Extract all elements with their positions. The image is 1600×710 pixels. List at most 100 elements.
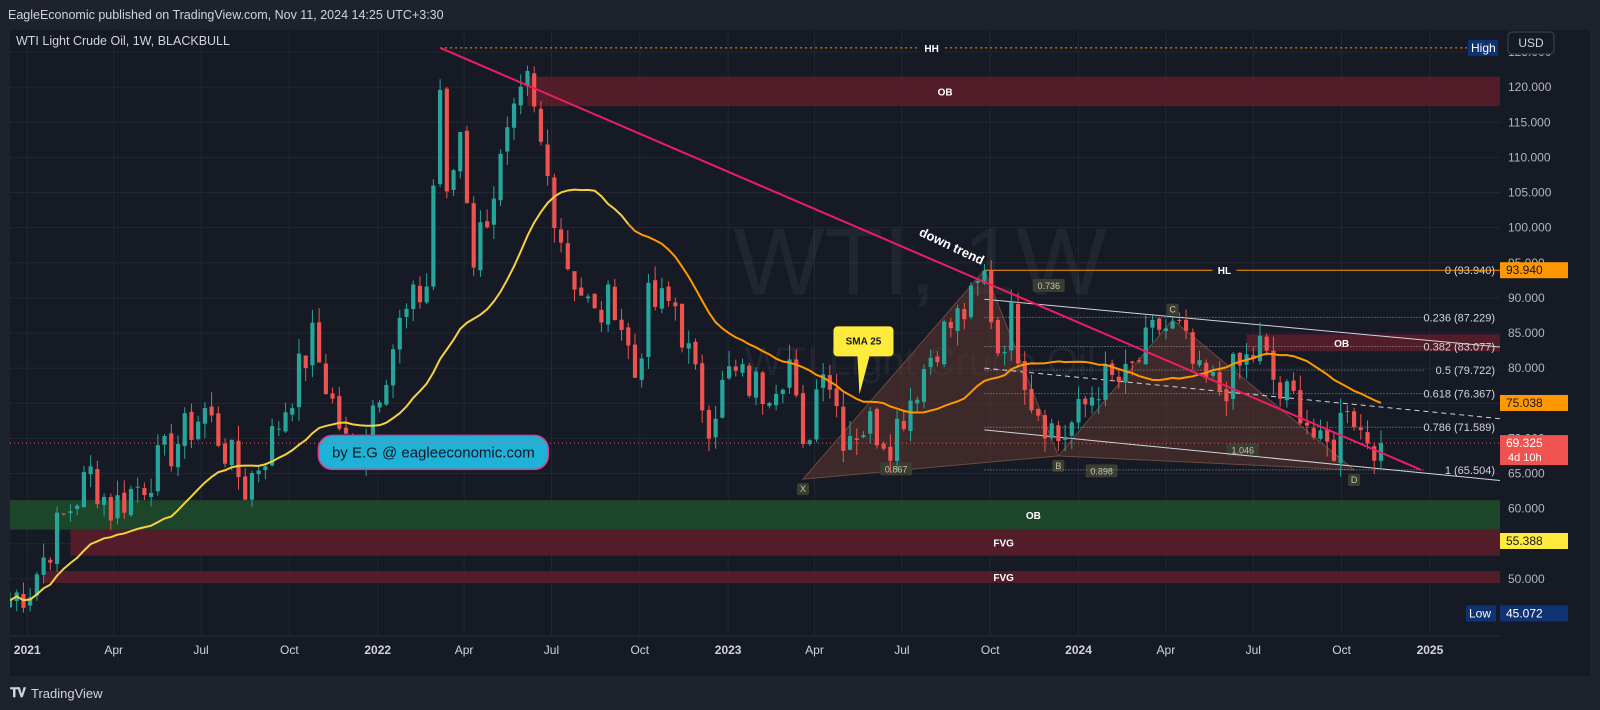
candle-body (1170, 321, 1175, 329)
candle-body (760, 372, 765, 405)
candle (1217, 360, 1222, 397)
candle (209, 392, 214, 423)
candle-body (438, 89, 443, 185)
candle (1224, 381, 1229, 417)
candle-body (1338, 412, 1343, 464)
candle-body (666, 286, 671, 301)
candle (1042, 409, 1048, 452)
candle-body (720, 379, 725, 418)
candle (861, 431, 866, 439)
symbol-title: WTI Light Crude Oil, 1W, BLACKBULL (16, 34, 230, 48)
candle-body (807, 440, 812, 445)
zone-ob (527, 76, 1500, 107)
candle-body (733, 366, 738, 371)
candle-body (458, 132, 463, 172)
candle (928, 349, 933, 375)
chart-area[interactable]: WTI, 1W WTI Light Crude Oil OB OB FVG FVG OB X B… (10, 30, 1590, 676)
plot-background (10, 30, 1590, 676)
candle (54, 506, 60, 572)
candle (108, 493, 113, 531)
candle-body (1190, 332, 1195, 364)
candle-body (552, 177, 557, 228)
price-tick-label: 85.000 (1508, 326, 1545, 340)
candle-body (155, 445, 160, 492)
candle (1076, 386, 1081, 429)
price-tick-label: 65.000 (1508, 466, 1545, 480)
candle (915, 396, 920, 413)
candle (81, 466, 87, 508)
zone-ob (10, 500, 1500, 530)
candle (632, 333, 638, 379)
candle-body (821, 374, 826, 388)
candle-body (1372, 446, 1377, 461)
candle (75, 504, 80, 516)
candle-body (1103, 364, 1108, 400)
zone-label: OB (938, 87, 953, 98)
candle (1150, 315, 1155, 343)
candle (740, 358, 745, 377)
fib-label: 0.786 (71.589) (1423, 422, 1495, 434)
candle (518, 74, 523, 115)
candle (666, 281, 671, 307)
candle (135, 477, 140, 503)
candle (1009, 289, 1014, 362)
candle-body (800, 393, 806, 444)
candle-body (1358, 427, 1363, 431)
candle (330, 387, 335, 404)
candle-body (1036, 408, 1041, 416)
candle-body (1076, 399, 1081, 423)
candle (1257, 322, 1263, 365)
candle-body (881, 443, 886, 449)
candle-body (558, 229, 564, 243)
candle-body (256, 470, 261, 475)
candle (558, 218, 564, 253)
harmonic-point-label: X (800, 484, 806, 494)
candle (162, 433, 167, 456)
candle (1298, 375, 1303, 425)
candle (1183, 309, 1189, 340)
tradingview-logo[interactable]: 𝐓𝐕 TradingView (10, 685, 103, 701)
candle-body (700, 363, 705, 411)
candle (505, 116, 510, 165)
candle-body (149, 492, 154, 497)
fib-label: 0.618 (76.367) (1423, 389, 1495, 401)
candle-body (1022, 361, 1027, 390)
candle-body (774, 393, 779, 406)
bottom-bar: 𝐓𝐕 TradingView (0, 676, 1600, 710)
candle-body (1163, 328, 1168, 331)
harmonic-ratio-box (1085, 464, 1118, 478)
zone-fvg (43, 571, 1500, 584)
candle-body (10, 600, 13, 608)
candle (579, 277, 584, 296)
candle-body (1089, 397, 1095, 406)
candle (1237, 351, 1242, 380)
candle-body (478, 222, 483, 271)
price-label-text: 45.072 (1506, 606, 1543, 620)
candle (747, 363, 752, 399)
candle (478, 210, 483, 277)
candle-body (384, 384, 389, 405)
candlestick-chart[interactable]: WTI, 1W WTI Light Crude Oil OB OB FVG FVG OB X B… (10, 30, 1590, 676)
time-tick-label: Jul (1246, 643, 1261, 657)
candle (377, 400, 382, 413)
top-bar: EagleEconomic published on TradingView.c… (0, 0, 1600, 30)
candle-body (1009, 301, 1014, 351)
candle (1372, 442, 1377, 475)
candle (565, 230, 570, 271)
candle-body (75, 505, 80, 509)
candle-body (290, 408, 295, 415)
candle-body (498, 153, 503, 201)
candle-body (948, 322, 953, 329)
candle (794, 349, 799, 398)
candle-body (229, 439, 234, 466)
candle (606, 280, 611, 332)
price-label-text: 55.388 (1506, 534, 1543, 548)
candle-body (1304, 422, 1310, 426)
candle (713, 405, 718, 449)
currency-button[interactable] (1507, 31, 1555, 55)
candle-body (1123, 363, 1128, 383)
candle-body (1284, 381, 1289, 401)
candle (955, 304, 960, 346)
candle-body (263, 466, 268, 471)
candle-body (135, 486, 140, 488)
